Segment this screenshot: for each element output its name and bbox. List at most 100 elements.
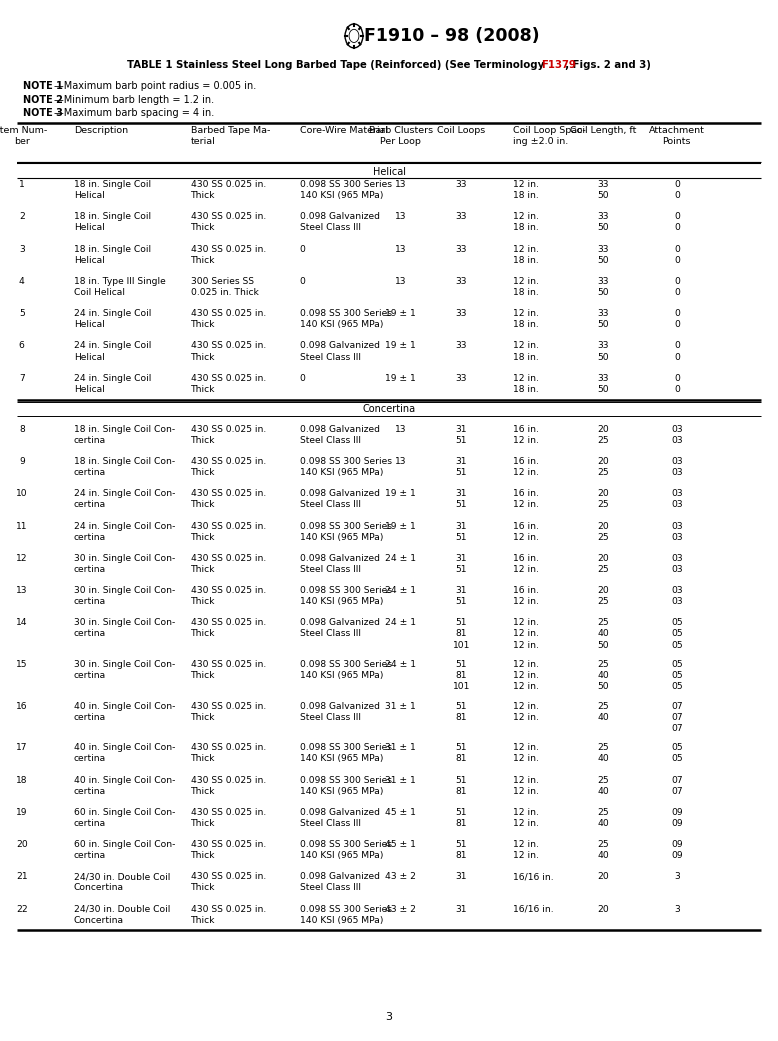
Text: 430 SS 0.025 in.
Thick: 430 SS 0.025 in. Thick xyxy=(191,905,266,924)
Text: 12 in.
18 in.: 12 in. 18 in. xyxy=(513,374,539,393)
Text: 0.098 Galvanized
Steel Class III: 0.098 Galvanized Steel Class III xyxy=(300,702,380,721)
Text: 31
51: 31 51 xyxy=(456,489,467,509)
Text: 20
25: 20 25 xyxy=(597,554,609,574)
Text: 18 in. Type III Single
Coil Helical: 18 in. Type III Single Coil Helical xyxy=(74,277,166,297)
Text: 430 SS 0.025 in.
Thick: 430 SS 0.025 in. Thick xyxy=(191,586,266,606)
Text: 24 in. Single Coil Con-
certina: 24 in. Single Coil Con- certina xyxy=(74,522,175,541)
Text: 2: 2 xyxy=(19,212,25,222)
Text: 24 in. Single Coil
Helical: 24 in. Single Coil Helical xyxy=(74,341,151,361)
Text: 20
25: 20 25 xyxy=(597,457,609,477)
Text: 12 in.
12 in.: 12 in. 12 in. xyxy=(513,808,539,828)
Text: 24 in. Single Coil
Helical: 24 in. Single Coil Helical xyxy=(74,374,151,393)
Text: 430 SS 0.025 in.
Thick: 430 SS 0.025 in. Thick xyxy=(191,212,266,232)
Text: Description: Description xyxy=(74,126,128,135)
Text: 31 ± 1: 31 ± 1 xyxy=(385,776,416,785)
Text: 3: 3 xyxy=(674,872,680,882)
Text: 0.098 SS 300 Series
140 KSI (965 MPa): 0.098 SS 300 Series 140 KSI (965 MPa) xyxy=(300,776,391,795)
Text: 31
51: 31 51 xyxy=(456,586,467,606)
Text: 12 in.
12 in.
12 in.: 12 in. 12 in. 12 in. xyxy=(513,618,539,650)
Text: F1379: F1379 xyxy=(541,60,576,71)
Text: 60 in. Single Coil Con-
certina: 60 in. Single Coil Con- certina xyxy=(74,840,175,860)
Text: 0
0: 0 0 xyxy=(674,309,680,329)
Text: 0.098 SS 300 Series
140 KSI (965 MPa): 0.098 SS 300 Series 140 KSI (965 MPa) xyxy=(300,840,391,860)
Text: 33: 33 xyxy=(456,374,467,383)
Text: 18 in. Single Coil
Helical: 18 in. Single Coil Helical xyxy=(74,245,151,264)
Text: NOTE 3: NOTE 3 xyxy=(23,108,63,119)
Text: 14: 14 xyxy=(16,618,27,628)
Text: 20: 20 xyxy=(597,872,609,882)
Text: 12: 12 xyxy=(16,554,27,563)
Text: 24 ± 1: 24 ± 1 xyxy=(385,618,416,628)
Text: 51
81: 51 81 xyxy=(456,743,467,763)
Text: 16 in.
12 in.: 16 in. 12 in. xyxy=(513,586,539,606)
Text: —Minimum barb length = 1.2 in.: —Minimum barb length = 1.2 in. xyxy=(54,95,214,105)
Text: 10: 10 xyxy=(16,489,27,499)
Text: 13: 13 xyxy=(395,180,406,189)
Text: 05
05
05: 05 05 05 xyxy=(671,618,682,650)
Text: TABLE 1 Stainless Steel Long Barbed Tape (Reinforced) (See Terminology      , Fi: TABLE 1 Stainless Steel Long Barbed Tape… xyxy=(127,60,651,71)
Text: 4: 4 xyxy=(19,277,25,286)
Text: 25
40: 25 40 xyxy=(597,743,609,763)
Text: 16/16 in.: 16/16 in. xyxy=(513,872,554,882)
Text: 19 ± 1: 19 ± 1 xyxy=(385,522,416,531)
Text: 0.098 SS 300 Series
140 KSI (965 MPa): 0.098 SS 300 Series 140 KSI (965 MPa) xyxy=(300,457,391,477)
Text: 12 in.
12 in.: 12 in. 12 in. xyxy=(513,743,539,763)
Text: 24 ± 1: 24 ± 1 xyxy=(385,554,416,563)
Text: 51
81: 51 81 xyxy=(456,808,467,828)
Text: 430 SS 0.025 in.
Thick: 430 SS 0.025 in. Thick xyxy=(191,309,266,329)
Text: 0.098 Galvanized
Steel Class III: 0.098 Galvanized Steel Class III xyxy=(300,212,380,232)
Text: 0.098 Galvanized
Steel Class III: 0.098 Galvanized Steel Class III xyxy=(300,872,380,892)
Text: 0.098 Galvanized
Steel Class III: 0.098 Galvanized Steel Class III xyxy=(300,808,380,828)
Text: 15: 15 xyxy=(16,660,27,669)
Text: 20: 20 xyxy=(16,840,28,849)
Text: 12 in.
12 in.: 12 in. 12 in. xyxy=(513,776,539,795)
Text: 0.098 Galvanized
Steel Class III: 0.098 Galvanized Steel Class III xyxy=(300,489,380,509)
Text: 24 ± 1: 24 ± 1 xyxy=(385,660,416,669)
Text: 24/30 in. Double Coil
Concertina: 24/30 in. Double Coil Concertina xyxy=(74,905,170,924)
Text: 430 SS 0.025 in.
Thick: 430 SS 0.025 in. Thick xyxy=(191,489,266,509)
Text: 33
50: 33 50 xyxy=(598,277,608,297)
Text: 05
05: 05 05 xyxy=(671,743,682,763)
Text: 0
0: 0 0 xyxy=(674,277,680,297)
Text: 0: 0 xyxy=(300,277,306,286)
Text: 05
05
05: 05 05 05 xyxy=(671,660,682,691)
Text: 5: 5 xyxy=(19,309,25,319)
Text: 430 SS 0.025 in.
Thick: 430 SS 0.025 in. Thick xyxy=(191,743,266,763)
Text: 19 ± 1: 19 ± 1 xyxy=(385,374,416,383)
Text: 430 SS 0.025 in.
Thick: 430 SS 0.025 in. Thick xyxy=(191,180,266,200)
Text: 51
81: 51 81 xyxy=(456,776,467,795)
Text: 0
0: 0 0 xyxy=(674,374,680,393)
Text: 20
25: 20 25 xyxy=(597,425,609,445)
Text: 430 SS 0.025 in.
Thick: 430 SS 0.025 in. Thick xyxy=(191,374,266,393)
Text: 18 in. Single Coil Con-
certina: 18 in. Single Coil Con- certina xyxy=(74,457,175,477)
Text: 20: 20 xyxy=(597,905,609,914)
Text: 33
50: 33 50 xyxy=(598,309,608,329)
Text: 430 SS 0.025 in.
Thick: 430 SS 0.025 in. Thick xyxy=(191,840,266,860)
Text: 430 SS 0.025 in.
Thick: 430 SS 0.025 in. Thick xyxy=(191,245,266,264)
Text: 430 SS 0.025 in.
Thick: 430 SS 0.025 in. Thick xyxy=(191,554,266,574)
Text: 19 ± 1: 19 ± 1 xyxy=(385,341,416,351)
Text: 21: 21 xyxy=(16,872,27,882)
Text: 16 in.
12 in.: 16 in. 12 in. xyxy=(513,489,539,509)
Text: 430 SS 0.025 in.
Thick: 430 SS 0.025 in. Thick xyxy=(191,618,266,638)
Text: 430 SS 0.025 in.
Thick: 430 SS 0.025 in. Thick xyxy=(191,341,266,361)
Text: Item Num-
ber: Item Num- ber xyxy=(0,126,47,146)
Text: 31: 31 xyxy=(456,905,467,914)
Text: 33: 33 xyxy=(456,341,467,351)
Text: 16: 16 xyxy=(16,702,27,711)
Text: 0
0: 0 0 xyxy=(674,212,680,232)
Text: 45 ± 1: 45 ± 1 xyxy=(385,840,416,849)
Text: 430 SS 0.025 in.
Thick: 430 SS 0.025 in. Thick xyxy=(191,776,266,795)
Text: 12 in.
18 in.: 12 in. 18 in. xyxy=(513,245,539,264)
Text: 0.098 SS 300 Series
140 KSI (965 MPa): 0.098 SS 300 Series 140 KSI (965 MPa) xyxy=(300,586,391,606)
Text: 430 SS 0.025 in.
Thick: 430 SS 0.025 in. Thick xyxy=(191,522,266,541)
Text: F1910 – 98 (2008): F1910 – 98 (2008) xyxy=(364,27,540,45)
Text: Coil Loop Spac-
ing ±2.0 in.: Coil Loop Spac- ing ±2.0 in. xyxy=(513,126,587,146)
Text: 19 ± 1: 19 ± 1 xyxy=(385,489,416,499)
Text: 16 in.
12 in.: 16 in. 12 in. xyxy=(513,425,539,445)
Text: 18 in. Single Coil Con-
certina: 18 in. Single Coil Con- certina xyxy=(74,425,175,445)
Text: 24 in. Single Coil Con-
certina: 24 in. Single Coil Con- certina xyxy=(74,489,175,509)
Text: 07
07
07: 07 07 07 xyxy=(671,702,682,733)
Text: 03
03: 03 03 xyxy=(671,554,682,574)
Text: 09
09: 09 09 xyxy=(671,808,682,828)
